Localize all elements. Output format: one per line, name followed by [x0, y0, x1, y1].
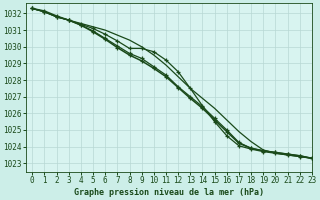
- X-axis label: Graphe pression niveau de la mer (hPa): Graphe pression niveau de la mer (hPa): [74, 188, 264, 197]
